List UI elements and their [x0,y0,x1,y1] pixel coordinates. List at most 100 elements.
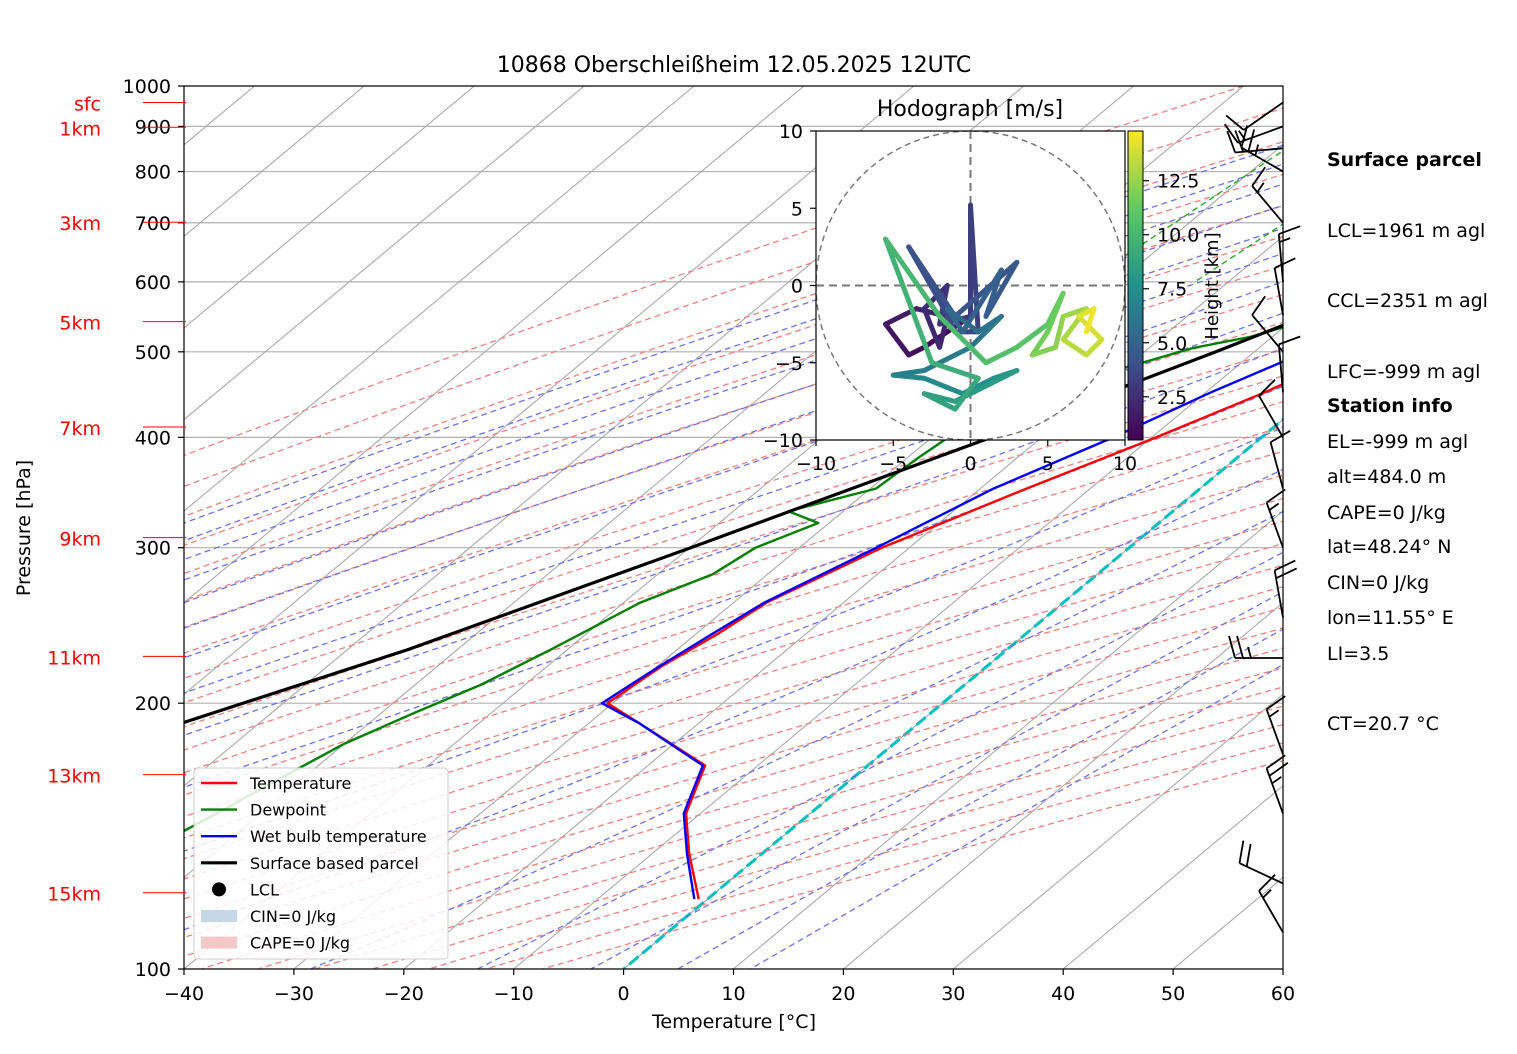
legend-label: Surface based parcel [250,854,419,873]
hodograph: Hodograph [m/s] −10 −5 0 5 10 10 5 0 −5 −10 2.5 5.… [763,97,1223,475]
moist-adiabat [184,347,1283,736]
x-tick-label: −30 [274,983,314,1005]
barb-flag [1251,166,1266,187]
x-tick-label: 10 [721,983,745,1005]
dry-adiabat [184,426,1283,774]
hodograph-ticks: −10 −5 0 5 10 10 5 0 −5 −10 [763,121,1137,475]
y-tick-label: 1000 [123,76,171,98]
dry-adiabat [184,586,1283,920]
surface-parcel-header: Surface parcel [1327,149,1482,171]
isotherm-line [184,86,365,238]
barb-flag [1247,129,1256,152]
barb-half-flag [1268,709,1280,718]
isotherm-line [293,144,1283,969]
barb-flag [1226,130,1237,153]
hodograph-x-tick-label: −10 [796,453,836,475]
colorbar-tick-label: 12.5 [1157,171,1199,193]
station-info-panel: Station info alt=484.0 m lat=48.24° N lo… [1327,348,1454,654]
li-value: LI=3.5 [1327,642,1390,665]
colorbar-ticks: 2.5 5.0 7.5 10.0 12.5 [1143,171,1199,409]
hodograph-segment [1052,313,1066,350]
isotherm-line [184,86,475,329]
y-tick-label: 100 [135,959,171,981]
isotherm-line [843,601,1283,969]
surface-parcel-panel: Surface parcel LCL=1961 m agl CCL=2351 m… [1327,102,1488,760]
hodograph-trace [816,131,1125,440]
barb-flag [1266,695,1286,711]
barb-flag [1275,567,1298,580]
dry-adiabat [184,450,1283,796]
isotherm-line [1062,785,1283,969]
hodograph-y-tick-label: −10 [763,430,803,452]
hodograph-segment [937,313,989,366]
y-tick-label: 200 [135,693,171,715]
legend-label: LCL [250,880,279,899]
y-axis-label: Pressure [hPa] [13,460,35,596]
isotherm-line [184,86,585,421]
y-tick-label: 800 [135,162,171,184]
legend-label: CAPE=0 J/kg [250,934,350,953]
hodograph-segment [883,236,935,366]
hodograph-segment [921,375,966,397]
dry-adiabat [184,321,1283,680]
hodograph-segment [1029,329,1051,358]
height-label: 5km [59,313,101,335]
barb-shaft [1277,344,1284,393]
legend-label: CIN=0 J/kg [250,907,336,926]
series-surface-based-parcel [184,323,1283,725]
barb-flag [1270,429,1291,444]
barb-flag [1266,488,1286,504]
colorbar [1127,130,1144,441]
x-tick-label: 60 [1271,983,1295,1005]
lcl-value: LCL=1961 m agl [1327,219,1486,242]
legend-swatch [212,882,226,897]
height-label: 15km [47,884,101,906]
barb-flag [1240,125,1249,148]
colorbar-tick-label: 5.0 [1157,333,1187,355]
hodograph-segment [883,236,943,319]
barb-flag [1258,378,1276,397]
x-tick-label: −10 [494,983,534,1005]
mixing-ratio-line [1085,149,1283,283]
hodograph-segment [944,306,981,335]
mixing-ratio-line [1194,223,1283,283]
x-tick-label: −40 [164,983,204,1005]
hodograph-segment [1045,290,1066,335]
hodograph-segment [921,344,973,373]
barb-half-flag [1254,144,1260,156]
series-dewpoint [184,326,1283,833]
height-label: 9km [59,529,101,551]
moist-adiabat [184,312,1283,694]
cin-value: CIN=0 J/kg [1327,572,1430,594]
y-tick-label: 400 [135,427,171,449]
profile-series [184,323,1283,900]
barb-flag [1223,123,1239,144]
legend-swatch [201,936,237,949]
height-label: 11km [47,647,101,669]
isotherm-line [952,693,1283,969]
hodograph-segment [883,321,912,358]
barb-flag [1278,225,1301,235]
station-info-header: Station info [1327,395,1453,417]
barb-shaft [1273,267,1284,316]
barb-half-flag [1279,237,1291,243]
x-tick-label: 30 [941,983,965,1005]
legend-label: Temperature [249,774,351,793]
hodograph-y-tick-label: 5 [791,198,803,220]
hodograph-segment [968,313,1004,350]
y-tick-label: 500 [135,342,171,364]
x-tick-label: 50 [1161,983,1185,1005]
y-tick-label: 700 [135,213,171,235]
hodograph-x-tick-label: 5 [1042,453,1054,475]
barb-flag [1236,635,1244,659]
barb-flag [1274,559,1296,572]
barb-half-flag [1247,646,1252,659]
x-tick-label: −20 [384,983,424,1005]
height-axis-labels: 15km 13km 11km 9km 7km 5km 3km 1km sfc [47,93,186,906]
hodograph-segment [921,391,958,412]
x-tick-label: 0 [618,983,630,1005]
height-label: 13km [47,766,101,788]
barb-shaft [1243,101,1284,131]
barb-half-flag [1271,776,1282,785]
